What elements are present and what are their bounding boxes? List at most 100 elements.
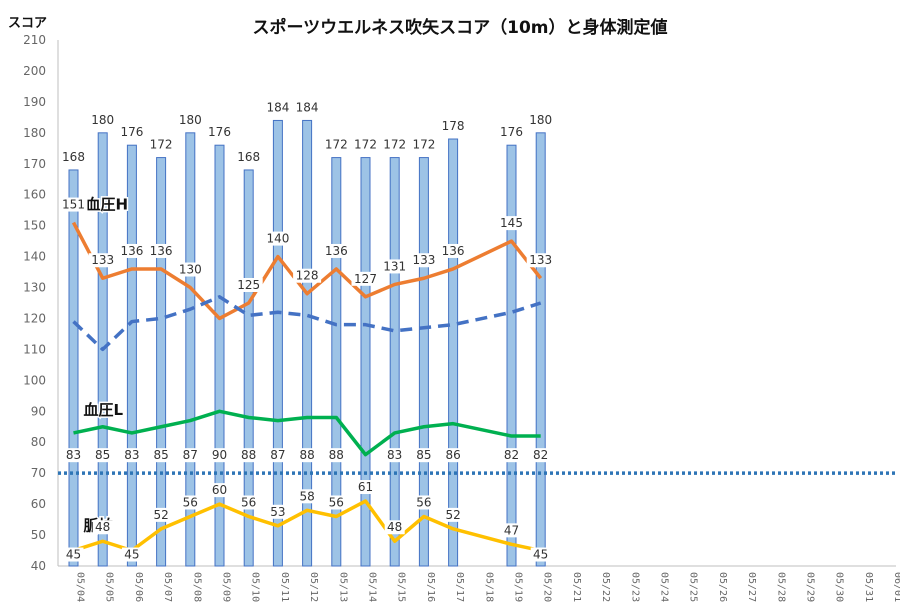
pulse-data-label: 58 [299,489,314,503]
bp-high-data-label: 140 [266,232,289,246]
bar-data-label: 176 [500,125,523,139]
bp-high-data-label: 136 [150,244,173,258]
bar-data-label: 168 [237,150,260,164]
x-tick-label: 05/29 [805,572,816,602]
series-name-label: 血圧L [84,401,124,419]
bp-low-data-label: 82 [533,448,548,462]
bp-low-data-label: 87 [270,448,285,462]
bar-data-label: 172 [412,138,435,152]
bp-low-data-label: 85 [153,448,168,462]
pulse-data-label-bg [121,547,142,562]
bp-low-data-label-bg [326,448,347,463]
pulse-data-label-bg [209,483,230,498]
pulse-data-label: 60 [212,483,227,497]
pulse-data-label-bg [63,547,84,562]
bar-data-label: 184 [296,100,319,114]
bp-low-data-label-bg [151,448,172,463]
bar-data-label: 180 [91,113,114,127]
score-bar [302,119,313,567]
bp-high-data-label: 131 [383,259,406,273]
pulse-data-label-bg [530,547,551,562]
score-bar [418,157,429,567]
bp-low-data-label-bg [121,448,142,463]
pulse-data-label-bg [355,480,376,495]
y-tick-label: 170 [23,157,46,171]
labels-layer: 血圧H血圧L脈拍16818017617218017616818418417217… [59,100,555,562]
bar-data-label: 176 [208,125,231,139]
bp-high-data-label: 151 [62,198,85,212]
score-bar [535,132,546,567]
score-bar [272,119,283,567]
pulse-data-label-bg [238,495,259,510]
bar-data-label-bg [205,125,234,140]
y-tick-label: 140 [23,250,46,264]
x-tick-label: 05/24 [659,572,670,602]
bar-data-label-bg [497,125,526,140]
pulse-data-label-bg [180,495,201,510]
bp-low-data-label-bg [267,448,288,463]
x-tick-label: 05/09 [221,572,232,602]
score-bar [214,144,225,567]
x-tick-label: 05/17 [454,572,465,602]
y-tick-label: 50 [31,528,46,542]
bar-data-label-bg [88,112,117,127]
y-tick-label: 160 [23,188,46,202]
bar-data-label-bg [526,112,555,127]
score-bar [331,157,342,567]
pulse-data-label: 56 [416,495,431,509]
bp-low-data-label-bg [384,448,405,463]
bar-data-label-bg [59,149,88,164]
bp-low-data-label: 83 [124,448,139,462]
bp-high-data-label-bg [526,253,555,268]
y-tick-label: 80 [31,435,46,449]
bp-high-data-label: 136 [325,244,348,258]
chart-title: スポーツウエルネス吹矢スコア（10m）と身体測定値 [252,17,667,38]
x-tick-label: 05/11 [279,572,290,602]
score-bar [360,157,371,567]
x-tick-label: 05/06 [133,572,144,602]
y-tick-label: 100 [23,373,46,387]
bar-data-label-bg [293,100,322,115]
x-tick-label: 05/23 [629,572,640,602]
y-tick-label: 190 [23,95,46,109]
bp-low-data-label: 85 [416,448,431,462]
bp-high-data-label: 127 [354,272,377,286]
x-tick-label: 05/26 [717,572,728,602]
pulse-data-label-bg [501,523,522,538]
bp-low-data-label-bg [297,448,318,463]
bp-low-data-label: 86 [445,448,460,462]
x-tick-label: 05/08 [191,572,202,602]
pulse-data-label: 47 [504,523,519,537]
bp-low-data-label: 88 [329,448,344,462]
x-tick-label: 05/21 [571,572,582,602]
y-tick-label: 70 [31,466,46,480]
bar-data-label-bg [351,137,380,152]
pulse-data-label-bg [413,495,434,510]
x-tick-label: 05/13 [337,572,348,602]
bp-low-data-label: 90 [212,448,227,462]
pulse-data-label: 48 [387,520,402,534]
bp-low-data-label-bg [443,448,464,463]
bp-high-data-label: 125 [237,278,260,292]
bar-data-label: 176 [120,125,143,139]
pulse-data-label: 48 [95,520,110,534]
pulse-data-label: 56 [183,495,198,509]
y-tick-label: 40 [31,559,46,573]
bp-low-data-label-bg [413,448,434,463]
x-tick-label: 05/12 [308,572,319,602]
bp-high-data-label: 136 [120,244,143,258]
score-bar [243,169,254,567]
trend-dashed-line [72,295,542,352]
bp-high-data-label-bg [234,278,263,292]
x-tick-label: 05/30 [834,572,845,602]
bar-data-label: 168 [62,150,85,164]
bp-high-data-label-bg [176,262,205,277]
y-tick-label: 90 [31,404,46,418]
pulse-data-label-bg [297,489,318,504]
pulse-data-label: 52 [445,508,460,522]
bar-data-label: 178 [442,119,465,133]
x-tick-label: 05/16 [425,572,436,602]
pulse-data-label-bg [151,507,172,522]
axes: 40 50 60 70 80 90 100 110 120 130 140 150 160 170 180 1… [23,33,900,602]
